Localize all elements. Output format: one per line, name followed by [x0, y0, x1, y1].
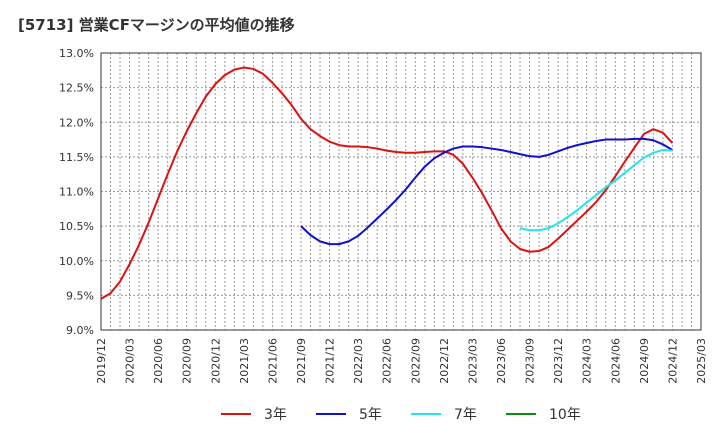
y-tick-label: 9.0% — [66, 324, 94, 337]
tick-labels: 9.0% 9.5% 10.0% 10.5% 11.0% 11.5% 12.0% 12.5% 13… — [59, 47, 708, 384]
series-line — [300, 137, 673, 246]
y-tick-label: 13.0% — [59, 47, 94, 60]
legend-label: 3年 — [264, 407, 287, 423]
x-tick-label: 2023/09 — [524, 338, 537, 384]
plot-border — [100, 52, 702, 331]
x-tick-label: 2022/03 — [352, 338, 365, 384]
x-tick-label: 2021/06 — [266, 338, 279, 384]
x-tick-label: 2024/12 — [666, 338, 679, 384]
x-tick-label: 2022/09 — [409, 338, 422, 384]
x-tick-label: 2021/03 — [238, 338, 251, 384]
legend-label: 10年 — [549, 407, 581, 423]
chart-title: [5713] 営業CFマージンの平均値の推移 — [18, 16, 295, 34]
legend: 3年 5年 7年 10年 — [221, 407, 581, 423]
x-tick-label: 2023/12 — [552, 338, 565, 384]
x-tick-label: 2021/09 — [295, 338, 308, 384]
x-tick-label: 2024/09 — [638, 338, 651, 384]
x-tick-label: 2024/03 — [581, 338, 594, 384]
y-tick-label: 11.5% — [59, 151, 94, 164]
x-tick-label: 2020/06 — [152, 338, 165, 384]
axes — [100, 52, 702, 331]
x-tick-label: 2019/12 — [95, 338, 108, 384]
series-line — [519, 148, 673, 232]
x-tick-label: 2020/03 — [124, 338, 137, 384]
x-tick-label: 2023/06 — [495, 338, 508, 384]
x-tick-label: 2022/06 — [381, 338, 394, 384]
x-tick-label: 2020/12 — [209, 338, 222, 384]
y-tick-label: 10.0% — [59, 255, 94, 268]
x-tick-label: 2022/12 — [438, 338, 451, 384]
series-line — [100, 66, 674, 300]
x-tick-label: 2024/06 — [609, 338, 622, 384]
y-tick-label: 9.5% — [66, 289, 94, 302]
series-lines — [100, 66, 674, 300]
y-tick-label: 12.5% — [59, 82, 94, 95]
legend-label: 7年 — [454, 407, 477, 423]
x-tick-label: 2025/03 — [695, 338, 708, 384]
x-tick-label: 2020/09 — [181, 338, 194, 384]
y-tick-label: 11.0% — [59, 186, 94, 199]
legend-label: 5年 — [359, 407, 382, 423]
x-tick-label: 2023/03 — [466, 338, 479, 384]
x-tick-label: 2021/12 — [324, 338, 337, 384]
y-tick-label: 12.0% — [59, 116, 94, 129]
y-tick-label: 10.5% — [59, 220, 94, 233]
